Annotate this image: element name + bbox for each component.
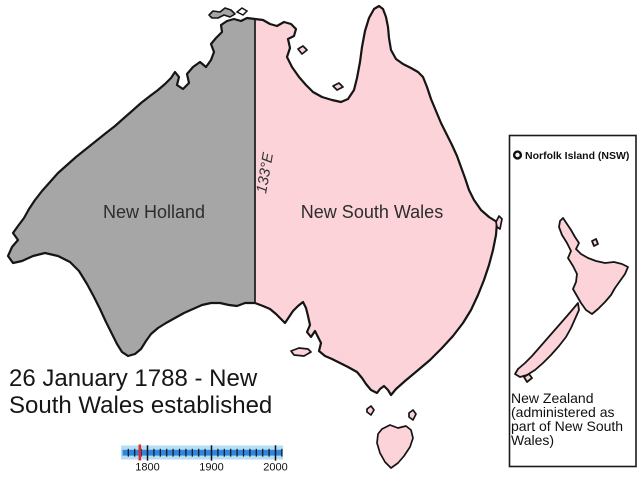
tasmania-shape <box>376 424 414 469</box>
new-south-wales-label: New South Wales <box>301 202 443 222</box>
inset-box <box>508 134 637 468</box>
groote-eylandt-shape <box>297 45 308 55</box>
caption-line-1: 26 January 1788 - New <box>9 365 258 392</box>
nz-north-island-shape <box>558 217 629 315</box>
nz-south-island-shape <box>514 302 580 378</box>
nz-caption-line-3: part of New South <box>511 418 623 434</box>
melville-island-shape <box>208 7 236 19</box>
nz-caption-line-2: (administered as <box>511 404 615 420</box>
timeline-label-1900: 1900 <box>199 462 223 474</box>
timeline-bar <box>122 449 282 456</box>
norfolk-island-marker-icon <box>512 150 523 160</box>
great-barrier-island-shape <box>591 238 599 247</box>
norfolk-island-label: Norfolk Island (NSW) <box>525 150 629 162</box>
timeline-label-2000: 2000 <box>263 462 287 474</box>
caption-line-2: South Wales established <box>9 392 272 419</box>
nz-caption-line-1: New Zealand <box>511 390 594 406</box>
nz-caption-line-4: Wales) <box>511 432 554 448</box>
kangaroo-island-shape <box>290 347 312 357</box>
stewart-island-shape <box>523 373 533 383</box>
king-island-shape <box>366 405 375 416</box>
new-holland-label: New Holland <box>103 202 205 222</box>
timeline-label-1800: 1800 <box>135 462 159 474</box>
fraser-island-shape <box>495 215 503 230</box>
mornington-island-shape <box>332 82 344 91</box>
bathurst-island-shape <box>235 7 249 16</box>
flinders-island-shape <box>408 409 417 421</box>
